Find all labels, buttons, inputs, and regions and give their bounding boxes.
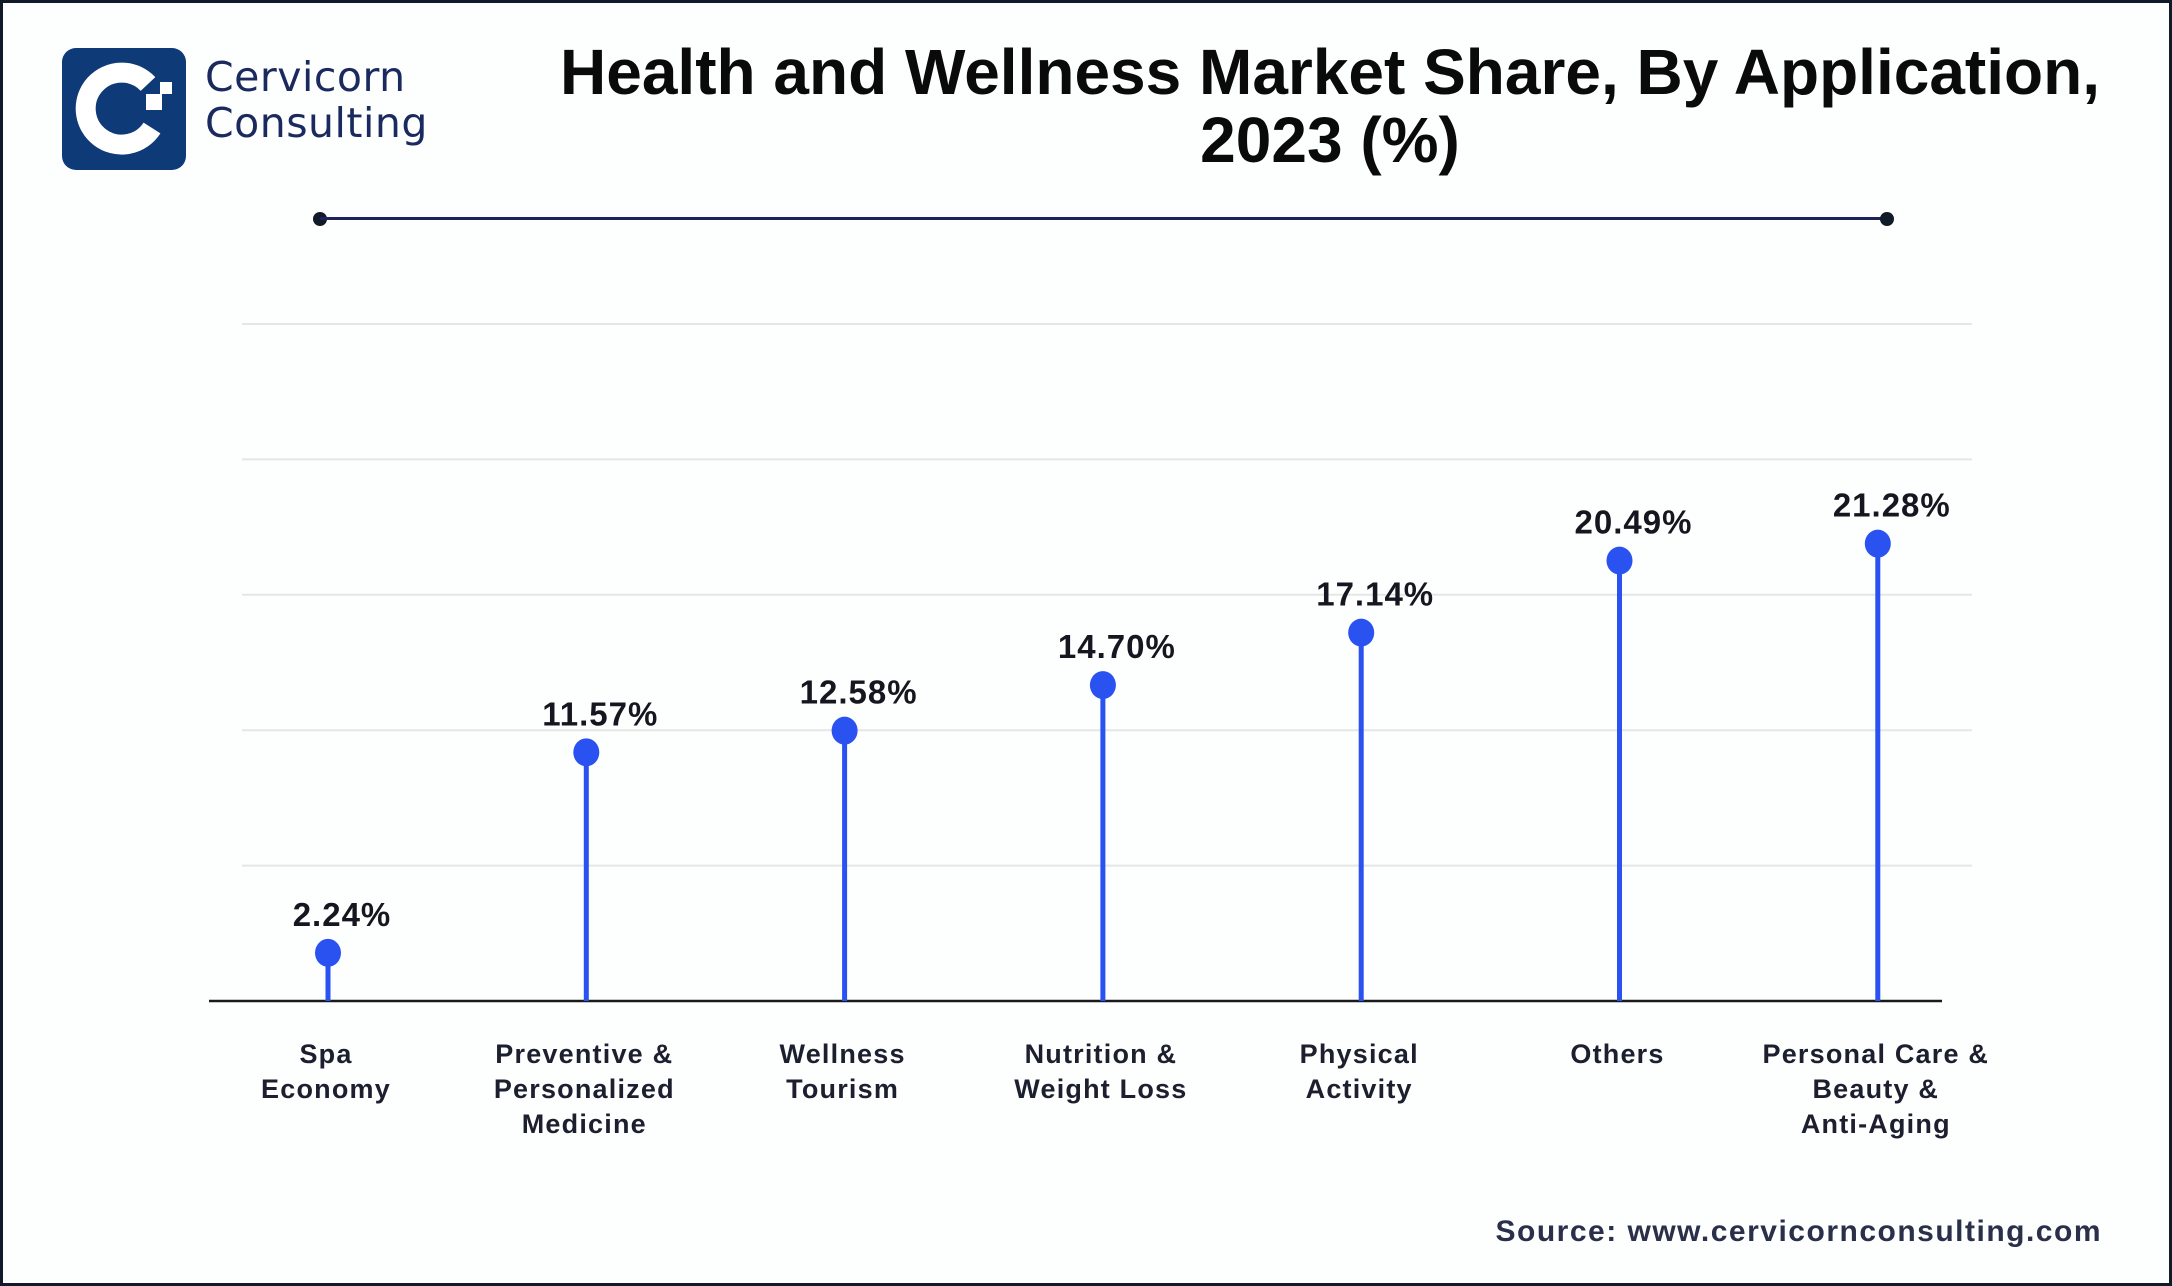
category-label-line: Medicine [522, 1109, 647, 1139]
brand-name-line1: Cervicorn [205, 53, 406, 101]
category-label-line: Economy [261, 1074, 391, 1104]
category-label-line: Activity [1306, 1074, 1413, 1104]
lollipop-dot [1089, 671, 1116, 700]
chart-title: Health and Wellness Market Share, By App… [520, 38, 2140, 174]
lollipop-marks: 2.24% 11.57% 12.58% 14.70% 17.14% 20.49% 21.28… [293, 487, 1951, 1001]
category-label-line: Spa [299, 1039, 352, 1069]
category-label-line: Nutrition & [1025, 1039, 1178, 1069]
lollipop-dot [315, 938, 341, 967]
category-label: Physical Activity [1300, 1039, 1419, 1104]
category-label-line: Tourism [786, 1074, 899, 1104]
category-label-line: Personal Care & [1763, 1039, 1990, 1069]
lollipop-dot [1606, 546, 1633, 575]
cervicorn-logo-icon [62, 48, 186, 170]
title-separator [320, 217, 1888, 220]
chart-title-line1: Health and Wellness Market Share, By App… [560, 36, 2100, 108]
value-label: 11.57% [542, 695, 658, 732]
category-label: Personal Care & Beauty & Anti-Aging [1763, 1039, 1990, 1139]
brand-name: Cervicorn Consulting [205, 54, 428, 146]
category-label: Others [1570, 1039, 1664, 1069]
chart-title-line2: 2023 (%) [1200, 104, 1460, 176]
value-label: 17.14% [1316, 576, 1434, 613]
lollipop-dot [573, 738, 600, 767]
separator-right-dot [1880, 212, 1894, 226]
category-label-line: Others [1570, 1039, 1664, 1069]
brand-name-line2: Consulting [205, 99, 428, 147]
source-note: Source: www.cervicornconsulting.com [1495, 1215, 2102, 1248]
category-label: Spa Economy [261, 1039, 391, 1104]
category-label-line: Beauty & [1812, 1074, 1939, 1104]
lollipop-dot [831, 716, 858, 745]
value-label: 14.70% [1058, 628, 1176, 665]
category-label-line: Physical [1300, 1039, 1419, 1069]
value-label: 2.24% [293, 896, 392, 933]
category-label: Preventive & Personalized Medicine [494, 1039, 675, 1139]
value-label: 21.28% [1833, 487, 1951, 524]
lollipop-dot [1348, 618, 1375, 647]
category-label-line: Preventive & [495, 1039, 673, 1069]
logo-c-glyph-icon [75, 62, 172, 155]
category-label-line: Wellness [780, 1039, 906, 1069]
gridlines [242, 323, 1972, 867]
category-label-line: Personalized [494, 1074, 675, 1104]
category-label: Nutrition & Weight Loss [1014, 1039, 1187, 1104]
category-labels: Spa Economy Preventive & Personalized Medici… [261, 1039, 1990, 1139]
category-label: Wellness Tourism [780, 1039, 906, 1104]
lollipop-dot [1864, 529, 1891, 558]
value-label: 12.58% [800, 674, 918, 711]
category-label-line: Weight Loss [1014, 1074, 1187, 1104]
value-label: 20.49% [1575, 504, 1693, 541]
category-label-line: Anti-Aging [1801, 1109, 1951, 1139]
